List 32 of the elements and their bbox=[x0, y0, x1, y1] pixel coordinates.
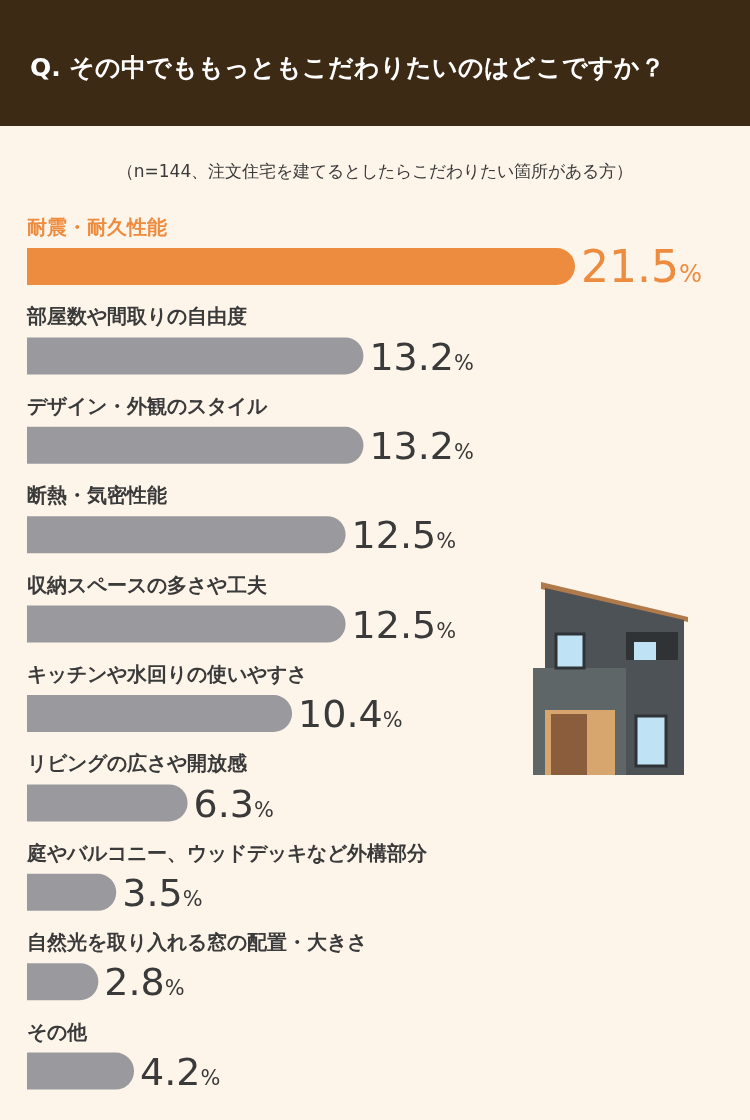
y-tick-label: 自然光を取り入れる窓の配置・大きさ bbox=[27, 930, 367, 955]
y-tick-label: キッチンや水回りの使いやすさ bbox=[27, 662, 307, 686]
y-tick-label: 耐震・耐久性能 bbox=[27, 215, 167, 239]
bar bbox=[27, 695, 293, 732]
data-label: 4.2% bbox=[140, 1049, 221, 1094]
y-tick-label: デザイン・外観のスタイル bbox=[27, 393, 268, 418]
y-tick-label: その他 bbox=[27, 1019, 88, 1044]
data-label: 12.5% bbox=[351, 602, 457, 647]
bar bbox=[27, 516, 346, 554]
data-label: 13.2% bbox=[369, 334, 474, 379]
data-label: 6.3% bbox=[193, 781, 274, 826]
bar bbox=[27, 873, 117, 911]
text: （n=144、注文住宅を建てるとしたらこだわりたい箇所がある方） bbox=[116, 161, 634, 181]
bar bbox=[27, 337, 364, 375]
data-label: 2.8% bbox=[104, 960, 185, 1005]
data-label: 3.5% bbox=[122, 870, 203, 915]
data-label: 13.2% bbox=[369, 423, 474, 468]
bar bbox=[27, 784, 188, 822]
data-label: 10.4% bbox=[298, 692, 403, 737]
y-tick-label: リビングの広さや開放感 bbox=[27, 751, 248, 776]
data-label: 12.5% bbox=[351, 513, 457, 558]
bar bbox=[27, 426, 364, 464]
y-tick-label: 庭やバルコニー、ウッドデッキなど外構部分 bbox=[26, 840, 428, 865]
data-label: 21.5% bbox=[581, 241, 702, 293]
y-tick-label: 収納スペースの多さや工夫 bbox=[27, 572, 267, 597]
bar bbox=[27, 248, 575, 285]
y-tick-label: 断熱・気密性能 bbox=[27, 483, 167, 508]
chart-title: Q. その中でももっともこだわりたいのはどこですか？ bbox=[30, 53, 666, 82]
bar bbox=[27, 1052, 135, 1090]
bar bbox=[27, 605, 346, 643]
bar bbox=[27, 963, 99, 1001]
y-tick-label: 部屋数や間取りの自由度 bbox=[26, 304, 247, 329]
